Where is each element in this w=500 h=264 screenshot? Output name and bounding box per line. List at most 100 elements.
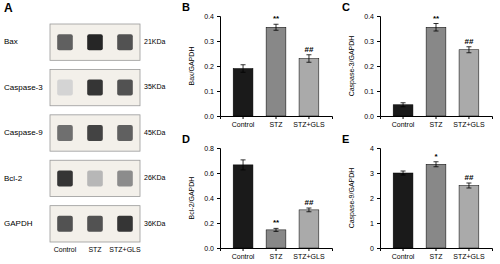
y-tick: 0.4	[204, 13, 220, 20]
y-tick: 0.2	[204, 220, 220, 227]
tick-mark	[217, 66, 220, 67]
tick-mark	[243, 116, 244, 119]
band	[87, 34, 103, 50]
y-axis: 0.00.10.20.30.4	[204, 13, 220, 120]
y-tick: 0.0	[204, 245, 220, 252]
x-tick-label: Control	[232, 253, 255, 260]
band	[117, 170, 133, 186]
x-tick-label: Control	[392, 121, 415, 128]
axis-line	[377, 17, 381, 117]
tick-mark	[377, 198, 380, 199]
y-tick-label: 4	[370, 145, 374, 152]
y-tick-label: 0.1	[204, 88, 214, 95]
x-tick-label: STZ+GLS	[293, 253, 325, 260]
y-tick-label: 0.6	[204, 170, 214, 177]
error-bar	[434, 162, 439, 167]
y-tick: 0.0	[204, 113, 220, 120]
kda-label: 45KDa	[144, 129, 166, 136]
kda-label: 36KDa	[144, 220, 166, 227]
panel: ABax21KDaCaspase-335KDaCaspase-945KDaBcl…	[4, 1, 166, 253]
bar	[266, 230, 286, 248]
x-tick-label: STZ	[269, 121, 283, 128]
x-tick: STZ	[269, 116, 283, 128]
bar	[426, 27, 446, 116]
y-tick-label: 0.0	[204, 245, 214, 252]
tick-mark	[276, 116, 277, 119]
x-tick: Control	[392, 116, 415, 128]
tick-mark	[276, 248, 277, 251]
blot-lane	[50, 160, 140, 196]
y-tick: 3	[370, 170, 380, 177]
tick-mark	[377, 223, 380, 224]
row-label: GAPDH	[4, 219, 33, 228]
x-tick-label: STZ+GLS	[293, 121, 325, 128]
error-bar	[401, 171, 406, 175]
bar	[426, 164, 446, 248]
y-tick-label: 0.0	[364, 113, 374, 120]
tick-mark	[377, 16, 380, 17]
x-tick: STZ	[429, 116, 443, 128]
band	[117, 125, 133, 141]
error-bar	[434, 24, 439, 32]
x-tick-label: STZ	[429, 121, 443, 128]
axis-line	[217, 149, 221, 249]
band	[87, 216, 103, 232]
y-tick: 2	[370, 195, 380, 202]
band	[117, 80, 133, 96]
marks	[393, 24, 479, 117]
panel: 0.00.10.20.30.4ControlSTZSTZ+GLS**##BBax…	[182, 1, 333, 128]
annotation: **	[273, 14, 280, 23]
y-tick-label: 0.4	[364, 13, 374, 20]
x-tick-label: Control	[392, 253, 415, 260]
tick-mark	[403, 116, 404, 119]
x-tick-label: STZ+GLS	[453, 253, 485, 260]
x-tick: STZ+GLS	[453, 248, 485, 260]
band	[57, 34, 73, 50]
error-bar	[274, 24, 279, 30]
y-axis-title: Caspase-3/GAPDH	[348, 36, 356, 97]
band	[57, 125, 73, 141]
bar	[299, 59, 319, 117]
x-tick: STZ	[429, 248, 443, 260]
tick-mark	[217, 148, 220, 149]
lane-label: STZ+GLS	[109, 246, 141, 253]
panel: 0.00.20.40.60.8ControlSTZSTZ+GLS**##DBcl…	[182, 133, 333, 260]
row-label: Caspase-9	[4, 128, 43, 137]
annotation: **	[433, 14, 440, 23]
plot: 01234ControlSTZSTZ+GLS*##	[370, 145, 492, 260]
y-axis: 0.00.20.40.60.8	[204, 145, 220, 252]
y-tick-label: 0.2	[204, 220, 214, 227]
band	[117, 34, 133, 50]
annotation: *	[434, 152, 438, 161]
band	[57, 216, 73, 232]
y-tick-label: 0.4	[204, 13, 214, 20]
y-tick-label: 0.2	[364, 63, 374, 70]
bar	[459, 50, 479, 116]
x-tick: Control	[232, 248, 255, 260]
band	[57, 80, 73, 96]
figure: ABax21KDaCaspase-335KDaCaspase-945KDaBcl…	[0, 0, 500, 264]
y-tick-label: 3	[370, 170, 374, 177]
y-tick: 1	[370, 220, 380, 227]
x-tick: STZ+GLS	[453, 116, 485, 128]
y-tick: 0.2	[364, 63, 380, 70]
tick-mark	[377, 116, 380, 117]
plot: 0.00.10.20.30.4ControlSTZSTZ+GLS**##	[364, 13, 492, 128]
band	[87, 125, 103, 141]
blot-lane	[50, 206, 140, 242]
y-tick-label: 2	[370, 195, 374, 202]
tick-mark	[436, 248, 437, 251]
error-bar	[306, 55, 311, 63]
y-tick: 0.8	[204, 145, 220, 152]
error-bar	[306, 208, 311, 212]
bar	[393, 173, 413, 248]
annotation: ##	[464, 37, 473, 46]
bar	[459, 186, 479, 249]
kda-label: 26KDa	[144, 174, 166, 181]
blot-lane	[50, 69, 140, 105]
kda-label: 21KDa	[144, 38, 166, 45]
annotation: ##	[304, 45, 313, 54]
plot: 0.00.20.40.60.8ControlSTZSTZ+GLS**##	[204, 145, 332, 260]
annotation: ##	[464, 173, 473, 182]
marks	[233, 24, 319, 116]
